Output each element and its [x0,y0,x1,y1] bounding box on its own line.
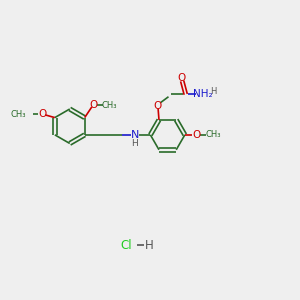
Text: Cl: Cl [120,238,132,252]
Text: O: O [38,109,46,119]
Text: O: O [177,73,185,83]
Text: CH₃: CH₃ [205,130,220,139]
Text: O: O [153,100,162,111]
Text: CH₃: CH₃ [10,110,26,118]
Text: H: H [210,87,217,96]
Text: CH₃: CH₃ [102,100,117,109]
Text: H: H [131,139,138,148]
Text: NH₂: NH₂ [193,89,212,99]
Text: O: O [89,100,97,110]
Text: O: O [192,130,200,140]
Text: N: N [131,130,139,140]
Text: H: H [145,238,154,252]
